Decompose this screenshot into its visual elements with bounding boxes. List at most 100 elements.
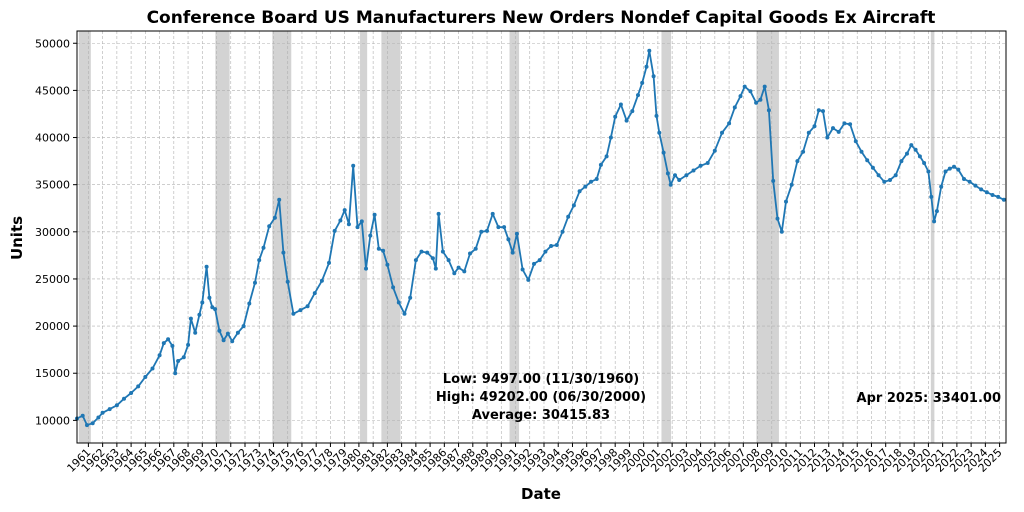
data-point <box>589 179 593 184</box>
data-point <box>372 212 377 217</box>
y-axis-ticks: 10000 15000 20000 25000 30000 35000 40000 45000… <box>35 37 77 427</box>
average-annotation: Average: 30415.83 <box>472 408 610 423</box>
data-point <box>207 295 212 300</box>
data-point <box>157 353 162 358</box>
data-point <box>150 366 155 371</box>
data-point <box>990 193 995 197</box>
data-point <box>430 256 435 261</box>
data-point <box>608 135 613 140</box>
data-point <box>842 121 847 126</box>
data-point <box>673 173 677 178</box>
data-point <box>391 285 396 290</box>
data-point <box>934 209 939 214</box>
data-point <box>705 161 710 165</box>
data-point <box>173 371 178 376</box>
data-point <box>657 130 662 135</box>
data-point <box>636 93 640 98</box>
data-point <box>359 219 364 224</box>
data-point <box>962 177 966 181</box>
data-point <box>253 280 257 285</box>
data-point <box>651 74 656 79</box>
data-point <box>720 130 724 135</box>
y-tick-label: 50000 <box>35 37 70 50</box>
data-point <box>381 248 386 253</box>
data-point <box>506 237 511 242</box>
data-point <box>870 165 875 170</box>
data-point <box>312 291 317 296</box>
data-point <box>973 183 978 188</box>
latest-value-annotation: Apr 2025: 33401.00 <box>857 391 1001 406</box>
data-point <box>342 208 347 213</box>
data-point <box>727 121 732 126</box>
data-point <box>186 342 191 347</box>
data-point <box>537 258 542 263</box>
y-axis-label: Units <box>8 216 26 260</box>
data-point <box>758 97 763 102</box>
data-point <box>281 250 286 255</box>
data-point <box>594 177 599 181</box>
data-point <box>197 312 202 317</box>
data-point <box>613 114 618 119</box>
data-point <box>485 228 489 233</box>
data-point <box>161 341 166 346</box>
recession-band-7 <box>756 31 779 443</box>
data-point <box>677 178 682 182</box>
data-point <box>114 403 119 408</box>
data-point <box>351 163 356 168</box>
data-point <box>932 219 937 224</box>
data-point <box>298 308 303 313</box>
data-point <box>644 64 649 69</box>
data-point <box>510 250 515 255</box>
recession-band-0 <box>78 31 91 443</box>
data-point <box>181 355 186 360</box>
data-point <box>801 149 806 154</box>
data-point <box>922 161 927 165</box>
data-point <box>479 229 484 234</box>
y-tick-label: 45000 <box>35 84 70 97</box>
data-point <box>831 126 835 131</box>
data-point <box>571 203 576 208</box>
x-axis-ticks: 1961196219631964196519661967196819691970… <box>65 443 1005 475</box>
data-point <box>136 384 141 389</box>
data-point <box>396 300 401 305</box>
data-point <box>452 271 457 276</box>
data-point <box>876 173 881 178</box>
data-point <box>947 166 952 171</box>
data-point <box>712 148 717 153</box>
data-point <box>943 169 948 174</box>
data-point <box>825 135 830 140</box>
y-tick-label: 20000 <box>35 320 70 333</box>
data-point <box>647 48 652 53</box>
data-point <box>882 179 887 184</box>
data-point <box>598 162 603 167</box>
data-point <box>698 163 703 168</box>
data-point <box>549 244 554 248</box>
data-point <box>779 229 784 234</box>
data-point <box>967 179 972 184</box>
data-point <box>425 250 430 255</box>
data-point <box>80 413 85 418</box>
data-point <box>520 267 525 272</box>
data-point <box>364 266 368 271</box>
data-point <box>277 197 282 202</box>
data-point <box>413 258 418 263</box>
data-point <box>848 122 853 127</box>
data-point <box>913 147 918 152</box>
y-tick-label: 40000 <box>35 132 70 145</box>
data-point <box>473 246 478 251</box>
recession-band-6 <box>661 31 671 443</box>
data-point <box>560 229 565 234</box>
data-point <box>630 109 635 114</box>
data-point <box>956 167 961 172</box>
data-point <box>332 228 337 233</box>
grid <box>77 31 1006 443</box>
data-point <box>85 423 89 428</box>
data-point <box>305 304 310 309</box>
data-point <box>836 129 841 134</box>
data-point <box>235 330 240 335</box>
data-point <box>899 159 904 164</box>
data-point <box>188 316 193 321</box>
data-point <box>440 249 445 254</box>
recession-band-8 <box>930 31 935 443</box>
